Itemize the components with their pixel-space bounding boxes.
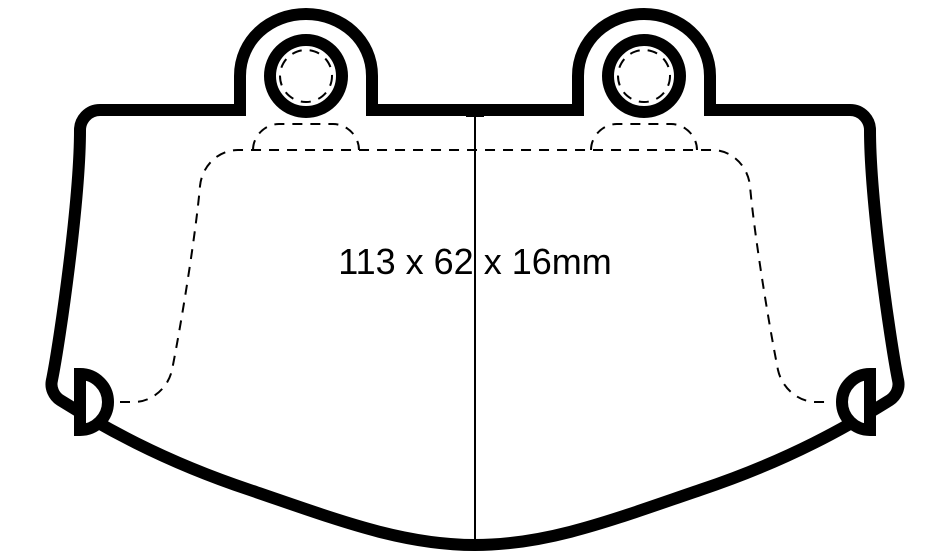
notch-right [842, 374, 870, 430]
notch-left [80, 374, 108, 430]
dimension-label: 113 x 62 x 16mm [338, 241, 611, 283]
brake-pad-diagram: 113 x 62 x 16mm [0, 0, 950, 560]
